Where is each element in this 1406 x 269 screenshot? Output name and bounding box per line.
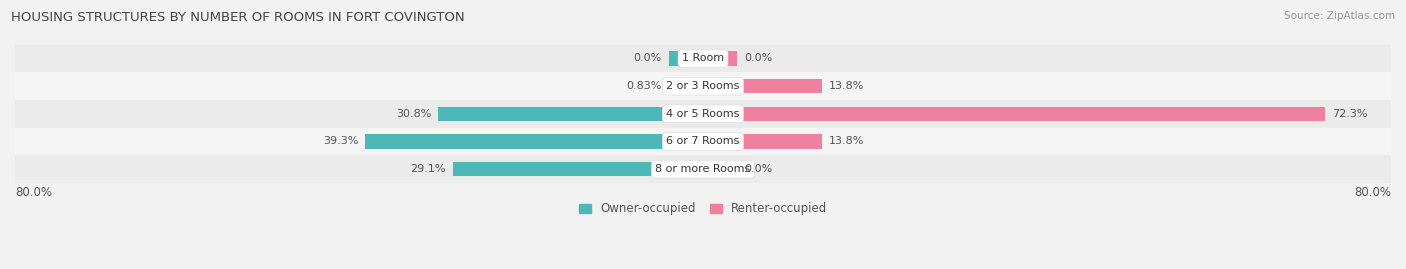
Text: 1 Room: 1 Room [682,54,724,63]
Text: 80.0%: 80.0% [1354,186,1391,199]
Text: 2 or 3 Rooms: 2 or 3 Rooms [666,81,740,91]
Bar [703,107,1324,121]
Text: Source: ZipAtlas.com: Source: ZipAtlas.com [1284,11,1395,21]
Bar [703,134,821,149]
Text: 4 or 5 Rooms: 4 or 5 Rooms [666,109,740,119]
Text: 80.0%: 80.0% [15,186,52,199]
Text: 72.3%: 72.3% [1331,109,1367,119]
Bar [366,134,703,149]
Text: 6 or 7 Rooms: 6 or 7 Rooms [666,136,740,147]
Bar [15,72,1391,100]
Bar [703,162,737,176]
Bar [669,51,703,66]
Text: 13.8%: 13.8% [828,81,863,91]
Text: 0.0%: 0.0% [744,164,772,174]
Bar [15,155,1391,183]
Bar [703,51,737,66]
Bar [439,107,703,121]
Bar [15,45,1391,72]
Text: HOUSING STRUCTURES BY NUMBER OF ROOMS IN FORT COVINGTON: HOUSING STRUCTURES BY NUMBER OF ROOMS IN… [11,11,465,24]
Text: 39.3%: 39.3% [323,136,359,147]
Bar [703,79,821,93]
Bar [669,79,703,93]
Text: 0.0%: 0.0% [744,54,772,63]
Bar [453,162,703,176]
Text: 0.83%: 0.83% [626,81,662,91]
Text: 29.1%: 29.1% [411,164,446,174]
Bar [15,100,1391,128]
Bar [15,128,1391,155]
Text: 13.8%: 13.8% [828,136,863,147]
Text: 30.8%: 30.8% [396,109,432,119]
Text: 8 or more Rooms: 8 or more Rooms [655,164,751,174]
Text: 0.0%: 0.0% [634,54,662,63]
Legend: Owner-occupied, Renter-occupied: Owner-occupied, Renter-occupied [574,198,832,220]
